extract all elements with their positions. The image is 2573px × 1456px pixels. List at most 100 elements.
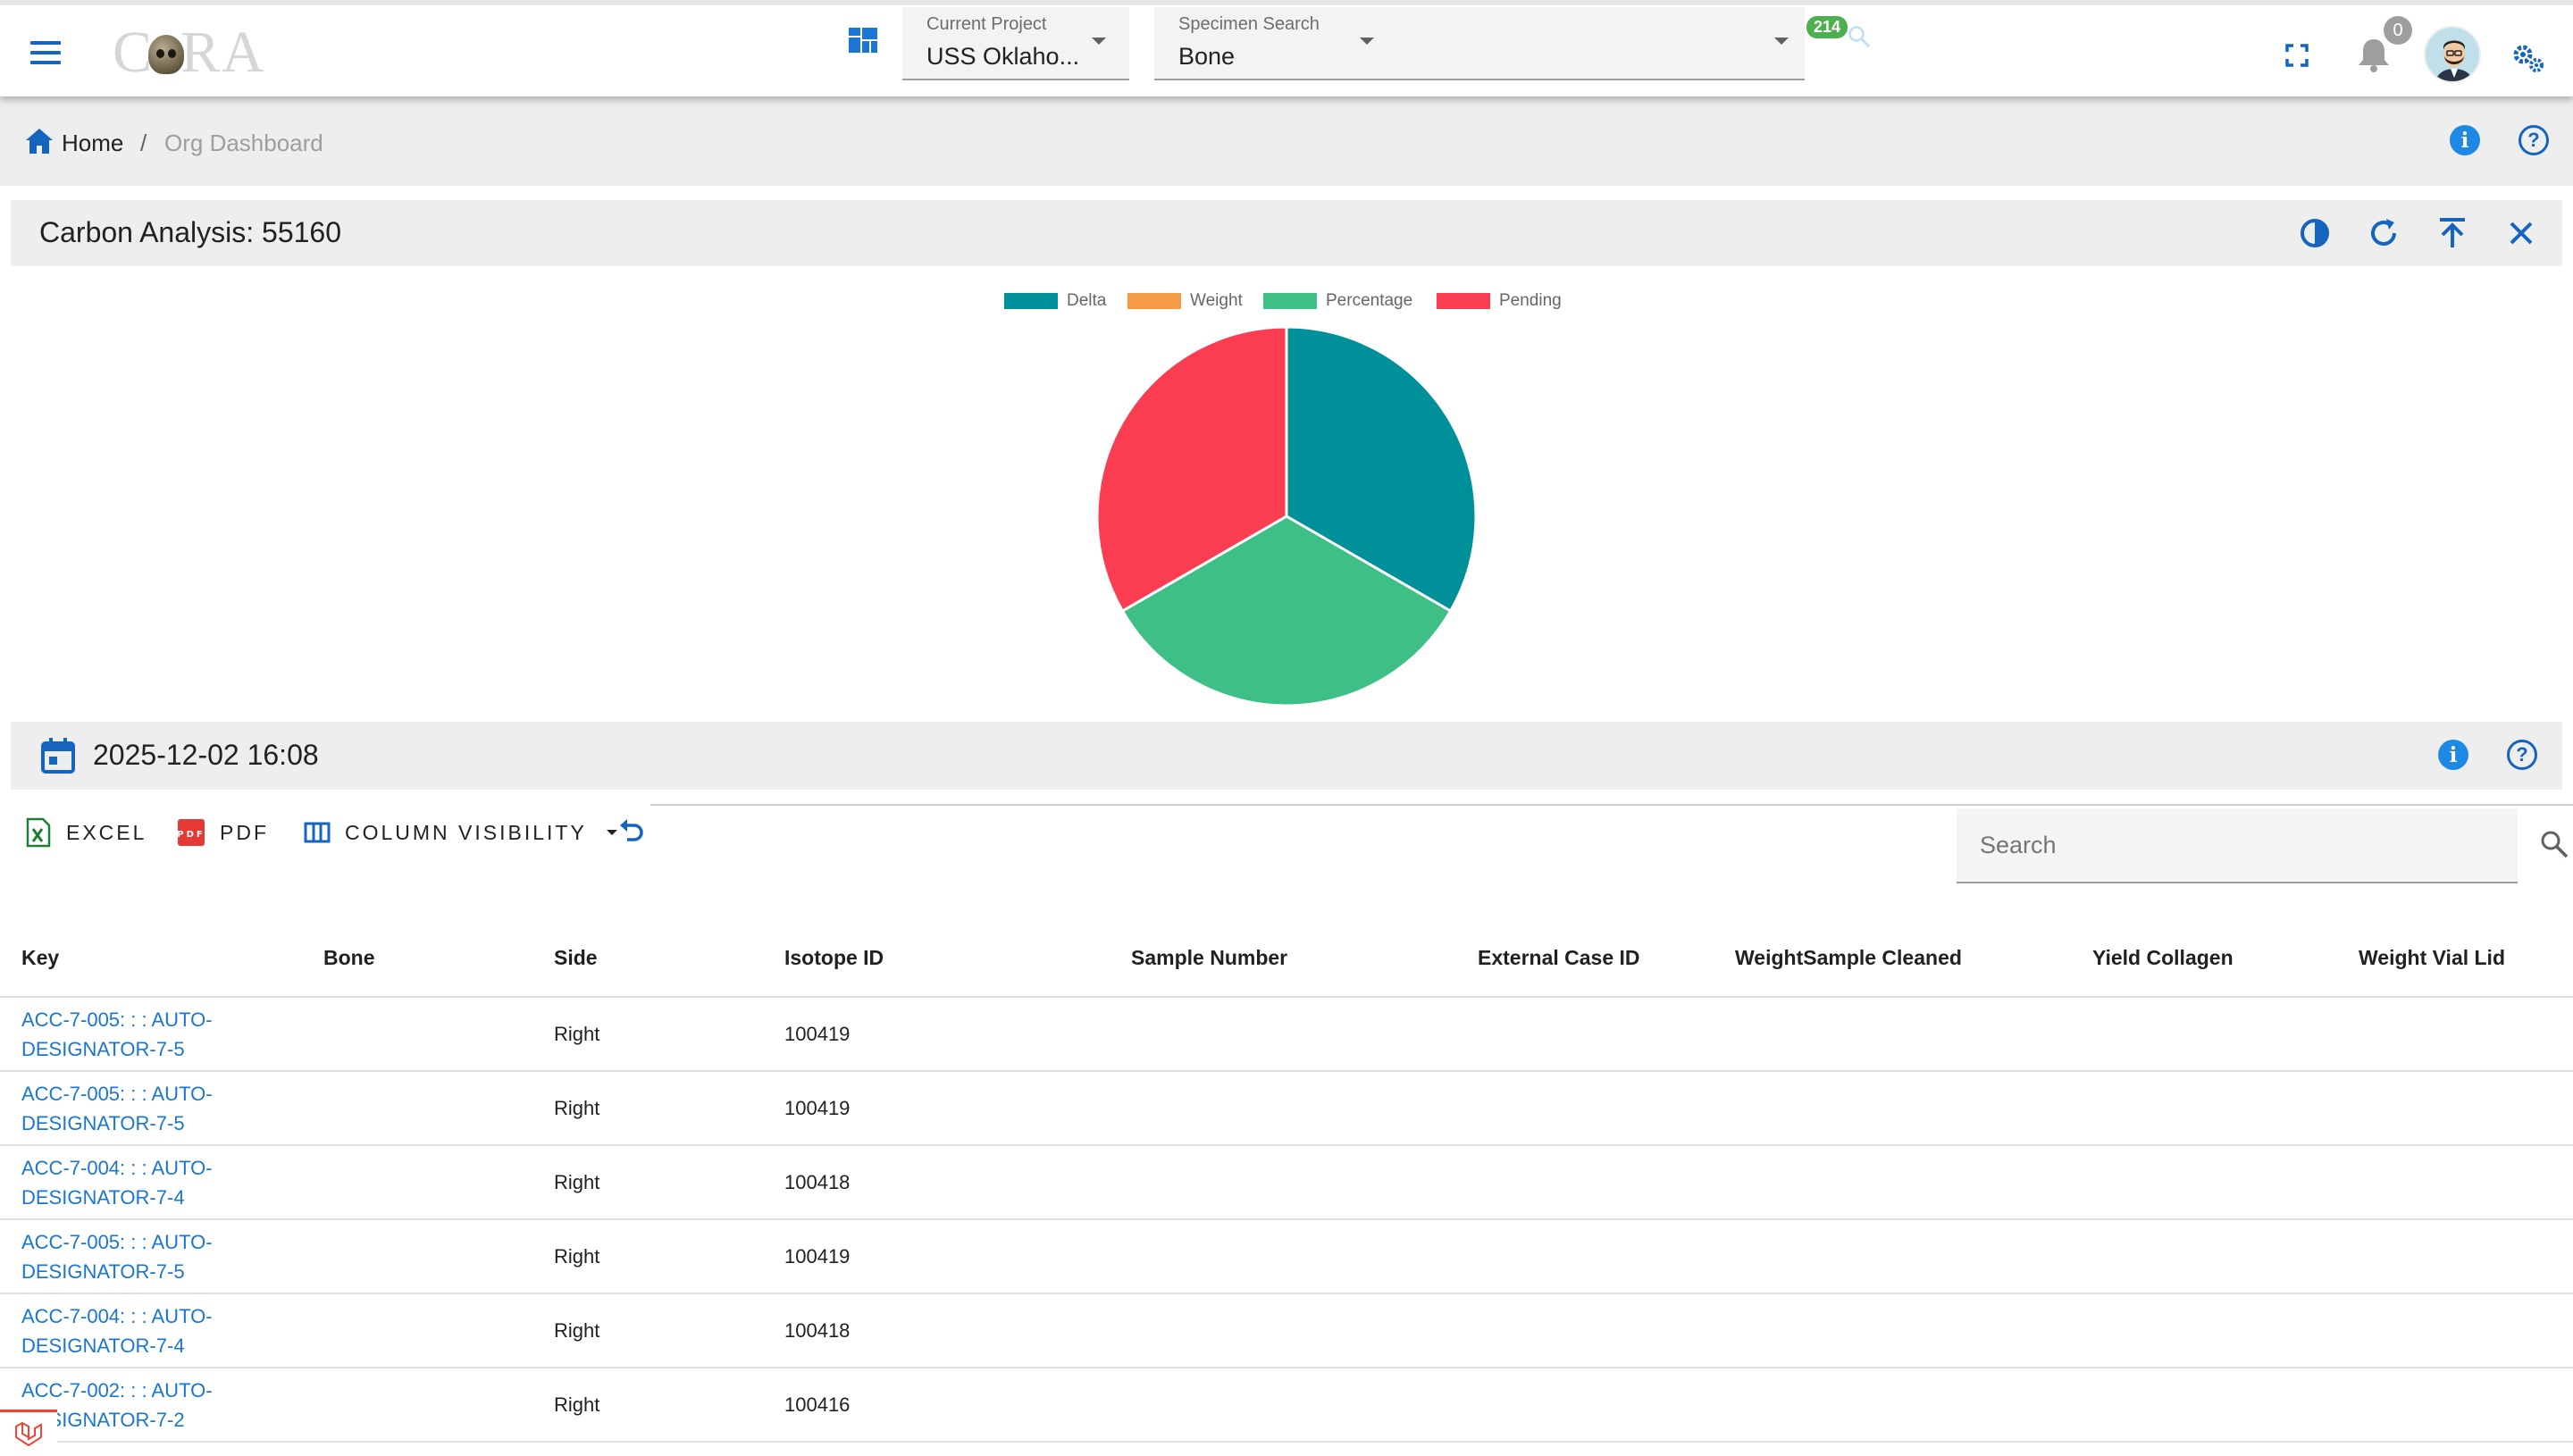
column-header[interactable]: Side (532, 920, 763, 998)
isotope-id-cell: 100418 (763, 1293, 1110, 1368)
specimen-search-field[interactable]: Specimen Search Bone (1154, 7, 1805, 80)
side-cell: Right (532, 1293, 763, 1368)
legend-label: Weight (1190, 291, 1243, 310)
laravel-debugbar-icon[interactable] (0, 1410, 57, 1456)
calendar-icon[interactable] (41, 738, 75, 774)
table-cell (1456, 1293, 1714, 1368)
settings-gears-icon[interactable] (2511, 41, 2545, 73)
table-cell (2337, 997, 2573, 1072)
chart-legend: Delta Weight Percentage Pending (0, 291, 2573, 313)
column-header[interactable]: Bone (302, 920, 532, 998)
key-cell: ACC-7-005: : : AUTO- DESIGNATOR-7-5 (0, 997, 302, 1072)
laravel-logo-icon (15, 1421, 42, 1446)
table-cell (1714, 1145, 2071, 1220)
table-row: ACC-7-005: : : AUTO- DESIGNATOR-7-5 Right… (0, 1219, 2573, 1294)
fullscreen-icon[interactable] (2285, 44, 2309, 67)
excel-label: EXCEL (66, 820, 147, 844)
specimen-key-link[interactable]: ACC-7-002: : : AUTO- DESIGNATOR-7-2 (21, 1376, 302, 1435)
key-line: DESIGNATOR-7-5 (21, 1037, 185, 1060)
table-row: ACC-7-004: : : AUTO- DESIGNATOR-7-4 Right… (0, 1145, 2573, 1220)
info-icon[interactable]: i (2438, 740, 2468, 770)
breadcrumb-home-link[interactable]: Home (62, 130, 124, 156)
app-logo[interactable]: C RA (113, 20, 266, 85)
column-header[interactable]: Yield Collagen (2071, 920, 2337, 998)
specimen-search-label: Specimen Search (1178, 14, 1320, 34)
dashboard-icon[interactable] (849, 28, 877, 53)
table-cell (1110, 1071, 1456, 1146)
pie-slice-delta[interactable] (1285, 325, 1478, 614)
key-line: ACC-7-005: : : AUTO- (21, 1230, 213, 1253)
key-cell: ACC-7-004: : : AUTO- DESIGNATOR-7-4 (0, 1293, 302, 1368)
chevron-down-icon[interactable] (1360, 38, 1374, 45)
excel-export-button[interactable]: EXCEL (25, 815, 147, 850)
undo-icon[interactable] (616, 816, 645, 845)
info-icon[interactable]: i (2450, 125, 2480, 155)
menu-icon[interactable] (30, 41, 61, 64)
logo-letters-ra: RA (180, 20, 266, 85)
search-input[interactable] (1957, 808, 2518, 882)
refresh-icon[interactable] (2367, 216, 2401, 250)
app-bar: C RA Current Project USS Oklaho... Specim… (0, 0, 2573, 96)
contrast-icon[interactable] (2298, 216, 2332, 250)
table-cell (2337, 1368, 2573, 1443)
isotope-id-cell: 100419 (763, 1219, 1110, 1294)
column-visibility-button[interactable]: COLUMN VISIBILITY (304, 815, 617, 850)
legend-item-delta[interactable]: Delta (1004, 291, 1106, 311)
specimen-key-link[interactable]: ACC-7-004: : : AUTO- DESIGNATOR-7-4 (21, 1301, 302, 1360)
key-cell: ACC-7-005: : : AUTO- DESIGNATOR-7-5 (0, 1219, 302, 1294)
pdf-label: PDF (220, 820, 269, 844)
side-cell: Right (532, 997, 763, 1072)
breadcrumb-current: Org Dashboard (164, 130, 323, 156)
column-header[interactable]: Sample Number (1110, 920, 1456, 998)
column-header[interactable]: WeightSample Cleaned (1714, 920, 2071, 998)
bell-icon[interactable] (2355, 38, 2393, 73)
specimen-key-link[interactable]: ACC-7-005: : : AUTO- DESIGNATOR-7-5 (21, 1227, 302, 1286)
column-header[interactable]: External Case ID (1456, 920, 1714, 998)
current-project-select[interactable]: Current Project USS Oklaho... (902, 7, 1129, 80)
specimen-key-link[interactable]: ACC-7-005: : : AUTO- DESIGNATOR-7-5 (21, 1005, 302, 1064)
legend-item-pending[interactable]: Pending (1437, 291, 1562, 311)
search-icon[interactable] (2539, 829, 2569, 859)
help-icon[interactable]: ? (2507, 740, 2537, 770)
table-search-field[interactable] (1957, 808, 2518, 883)
search-icon[interactable] (1848, 25, 1871, 48)
specimen-key-link[interactable]: ACC-7-004: : : AUTO- DESIGNATOR-7-4 (21, 1153, 302, 1212)
table-cell (1456, 1368, 1714, 1443)
column-header[interactable]: Weight Vial Lid (2337, 920, 2573, 998)
table-cell (1456, 1219, 1714, 1294)
table-header-row: Key Bone Side Isotope ID Sample Number E… (0, 920, 2573, 998)
table-cell (1714, 1293, 2071, 1368)
skull-logo-icon (148, 35, 185, 74)
help-icon[interactable]: ? (2519, 125, 2549, 155)
legend-item-weight[interactable]: Weight (1127, 291, 1243, 311)
data-table: Key Bone Side Isotope ID Sample Number E… (0, 920, 2573, 1443)
legend-swatch (1437, 293, 1490, 309)
table-cell (2071, 1293, 2337, 1368)
table-cell (2337, 1293, 2573, 1368)
key-cell: ACC-7-004: : : AUTO- DESIGNATOR-7-4 (0, 1145, 302, 1220)
pie-slice-percentage[interactable] (1120, 515, 1453, 707)
column-header[interactable]: Key (0, 920, 302, 998)
excel-icon (26, 817, 51, 848)
close-icon[interactable] (2504, 216, 2538, 250)
scroll-top-icon[interactable] (2435, 216, 2469, 250)
specimen-search-value: Bone (1178, 43, 1236, 70)
table-cell (2071, 1219, 2337, 1294)
chevron-down-icon[interactable] (1774, 38, 1789, 45)
key-line: ACC-7-002: : : AUTO- (21, 1378, 213, 1402)
key-line: DESIGNATOR-7-5 (21, 1259, 185, 1283)
pie-chart (1095, 325, 1478, 707)
table-row: ACC-7-004: : : AUTO- DESIGNATOR-7-4 Right… (0, 1293, 2573, 1368)
bone-cell (302, 1071, 532, 1146)
table-cell (2071, 997, 2337, 1072)
avatar[interactable] (2424, 26, 2481, 83)
home-icon[interactable] (25, 128, 54, 155)
pdf-export-button[interactable]: PDF PDF (177, 815, 269, 850)
table-cell (1456, 997, 1714, 1072)
chevron-down-icon[interactable] (1092, 38, 1106, 45)
legend-label: Pending (1499, 291, 1562, 310)
column-header[interactable]: Isotope ID (763, 920, 1110, 998)
pie-slice-pending[interactable] (1095, 325, 1288, 614)
legend-item-percentage[interactable]: Percentage (1263, 291, 1412, 311)
specimen-key-link[interactable]: ACC-7-005: : : AUTO- DESIGNATOR-7-5 (21, 1079, 302, 1138)
